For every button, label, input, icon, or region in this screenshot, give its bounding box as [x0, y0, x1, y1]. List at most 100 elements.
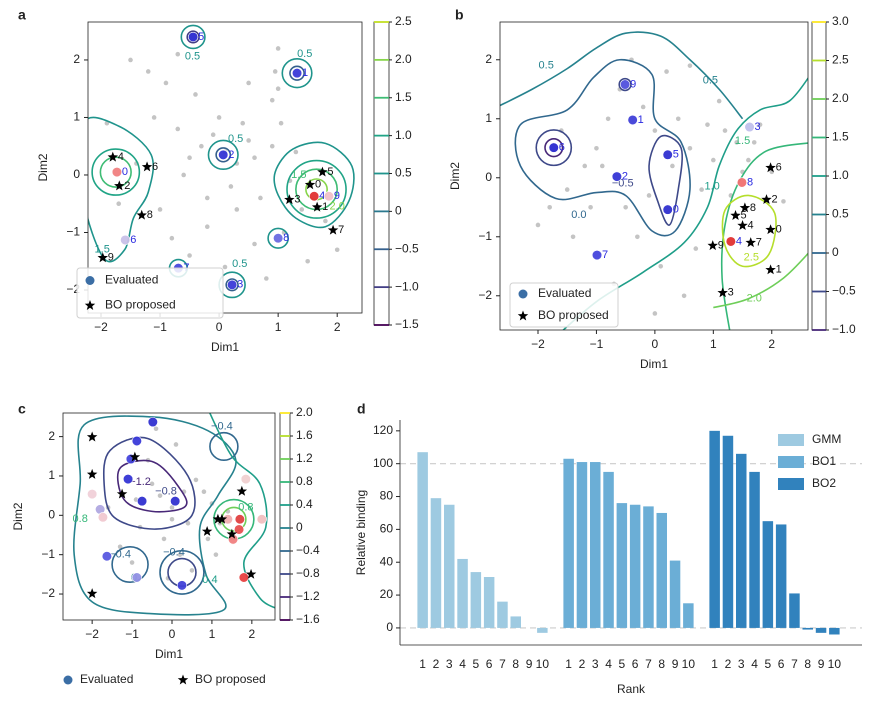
x-tick-label: 1 [711, 657, 718, 671]
background-point [199, 143, 204, 149]
y-axis-label: Dim2 [448, 162, 462, 190]
background-point [210, 132, 216, 138]
evaluated-point [122, 474, 134, 485]
contour-label: 2.0 [330, 201, 345, 213]
bo-proposed-point [212, 513, 224, 524]
point-label: 9 [630, 78, 636, 90]
evaluated-point [170, 496, 181, 507]
evaluated-point [662, 204, 673, 215]
y-tick-label: 60 [380, 522, 394, 536]
point-label: 9 [718, 240, 724, 252]
legend-frame [76, 267, 224, 319]
y-axis-label: Relative binding [354, 490, 368, 575]
evaluated-point [97, 512, 109, 523]
point-label: 4 [748, 219, 754, 231]
background-point [228, 184, 234, 189]
background-point [129, 560, 135, 565]
colorbar-frame [279, 412, 291, 621]
evaluated-point [309, 191, 320, 202]
contour-label: 0.5 [228, 133, 243, 145]
x-tick-label: −1 [125, 627, 139, 641]
plot-area: −1.2−0.8−0.40.800.4−0.4−0.40.8 [73, 413, 275, 616]
evaluated-point [226, 279, 238, 290]
contour-label: 1.5 [735, 135, 750, 147]
bar [590, 462, 601, 628]
point-label: 4 [319, 190, 325, 202]
colorbar-tick-label: 2.5 [832, 53, 849, 67]
bar [537, 627, 548, 633]
bo-proposed-point [136, 209, 147, 220]
y-tick-label: 1 [485, 111, 492, 125]
background-point [187, 155, 192, 161]
bar [563, 458, 574, 628]
colorbar-tick-label: −0.5 [395, 241, 419, 255]
point-label: 2 [124, 180, 130, 192]
bo-proposed-point [216, 513, 228, 524]
bo-proposed-point [765, 264, 776, 275]
evaluated-point [188, 31, 199, 43]
contour-label: 2.0 [747, 293, 762, 305]
background-point [640, 104, 646, 110]
bar [762, 521, 774, 628]
point-label: 4 [736, 235, 742, 247]
colorbar-tick-label: 1.2 [296, 451, 313, 465]
point-label: 8 [750, 202, 756, 214]
bo-proposed-point [129, 451, 141, 462]
y-tick-label: 0 [386, 620, 393, 634]
background-point [269, 143, 275, 149]
point-label: 3 [237, 279, 243, 291]
background-point [204, 195, 210, 201]
evaluated-point [736, 177, 748, 188]
contour-label: 0.8 [73, 513, 88, 525]
y-tick-label: 0 [73, 167, 80, 181]
background-point [623, 204, 628, 210]
colorbar-tick-label: −1.5 [395, 317, 419, 331]
colorbar-tick-label: 0 [296, 520, 303, 534]
x-tick-label: 7 [645, 657, 652, 671]
background-point [652, 128, 658, 133]
background-point [222, 264, 228, 270]
background-point [240, 120, 246, 126]
point-label: 5 [741, 209, 747, 221]
contour-line [281, 58, 313, 89]
x-tick-label: 7 [791, 657, 798, 671]
x-tick-label: −1 [153, 320, 167, 334]
background-point [781, 199, 786, 204]
point-label: 4 [118, 151, 124, 163]
x-tick-label: 1 [275, 320, 282, 334]
background-point [751, 140, 757, 145]
y-tick-label: 2 [48, 429, 55, 443]
x-tick-label: 9 [672, 657, 679, 671]
background-point [185, 520, 191, 526]
point-label: 0 [315, 179, 321, 191]
background-point [161, 536, 167, 542]
x-tick-label: 2 [725, 657, 732, 671]
bar [643, 506, 654, 628]
point-label: 5 [673, 149, 679, 161]
colorbar-tick-label: 0 [395, 204, 402, 218]
contour-line [720, 142, 808, 330]
background-point [173, 442, 179, 447]
background-point [693, 246, 699, 251]
y-axis-label: Dim2 [11, 502, 25, 530]
legend-marker [63, 675, 73, 685]
background-point [734, 140, 739, 145]
background-point [699, 187, 704, 192]
x-tick-label: 0 [169, 627, 176, 641]
background-point [252, 241, 257, 247]
contour-label: 0.8 [238, 501, 253, 513]
x-tick-label: 4 [605, 657, 612, 671]
background-point [535, 222, 541, 228]
y-tick-label: 40 [380, 554, 394, 568]
contour-line [273, 141, 355, 229]
contour-label: −0.4 [109, 549, 131, 561]
x-tick-label: 3 [446, 657, 453, 671]
contour-line [159, 549, 205, 595]
background-point [157, 207, 163, 212]
contour-line [267, 227, 289, 249]
bo-proposed-point [86, 588, 98, 599]
background-point [153, 426, 159, 432]
bar [629, 504, 641, 628]
x-tick-label: 8 [512, 657, 519, 671]
contour-line [514, 58, 691, 237]
